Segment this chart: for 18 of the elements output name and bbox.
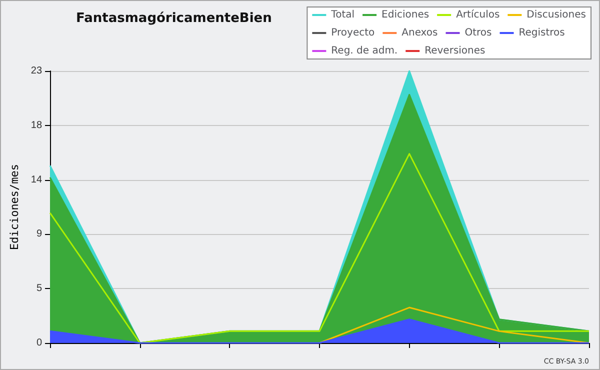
legend-label: Reversiones (424, 46, 486, 56)
legend-label: Discusiones (526, 10, 586, 20)
legend-label: Reg. de adm. (331, 46, 398, 56)
y-tick-label: 0 (36, 338, 42, 348)
y-tick-label: 9 (36, 228, 42, 240)
y-tick-label: 14 (30, 174, 42, 186)
legend-label: Total (330, 10, 355, 20)
y-tick-label: 23 (30, 66, 42, 76)
chart-title: FantasmagóricamenteBien (76, 11, 272, 26)
y-axis-title: Ediciones/mes (8, 164, 21, 250)
legend-label: Registros (518, 28, 565, 38)
legend-label: Proyecto (331, 28, 375, 38)
legend-label: Artículos (456, 10, 500, 20)
y-tick-label: 5 (36, 283, 42, 294)
legend-label: Ediciones (382, 10, 430, 20)
legend-label: Otros (464, 28, 492, 38)
y-tick-label: 18 (30, 120, 42, 131)
legend-label: Anexos (402, 28, 438, 38)
